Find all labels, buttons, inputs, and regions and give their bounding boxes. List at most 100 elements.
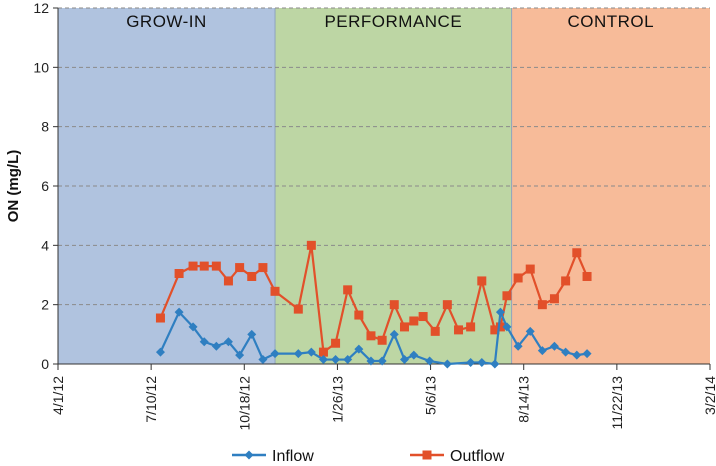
outflow-point-21 [418, 312, 428, 322]
inflow-point-22 [442, 359, 452, 369]
legend-label-0: Inflow [272, 448, 314, 465]
inflow-point-14 [343, 355, 353, 365]
inflow-point-3 [199, 337, 209, 347]
phase-labels: GROW-IN PERFORMANCE CONTROL [126, 12, 654, 31]
outflow-point-35 [572, 248, 582, 258]
inflow-point-10 [293, 349, 303, 359]
x-tick-label-6: 11/22/13 [609, 376, 625, 430]
outflow-point-5 [223, 276, 233, 286]
legend: Inflow Outflow [232, 448, 505, 465]
x-tick-label-4: 5/6/13 [423, 376, 439, 415]
inflow-point-28 [513, 341, 523, 351]
y-tick-label-3: 6 [41, 178, 49, 194]
y-tick-label-6: 12 [33, 0, 49, 16]
y-tick-label-5: 10 [33, 59, 49, 75]
axes: 0 2 4 6 8 10 12 4/1/12 7/10/12 10/18/12 1/26/13 5/6… [33, 0, 716, 431]
outflow-point-36 [582, 271, 592, 281]
phase-label-2: CONTROL [567, 12, 654, 31]
outflow-point-11 [306, 240, 316, 250]
inflow-point-29 [525, 326, 535, 336]
y-tick-label-2: 4 [41, 237, 49, 253]
inflow-point-11 [306, 347, 316, 357]
inflow-point-6 [235, 350, 245, 360]
y-tick-label-1: 2 [41, 297, 49, 313]
inflow-point-30 [537, 346, 547, 356]
outflow-point-31 [525, 264, 535, 274]
outflow-point-6 [235, 263, 245, 273]
inflow-point-0 [155, 347, 165, 357]
y-tick-label-0: 0 [41, 356, 49, 372]
inflow-point-12 [318, 355, 328, 365]
inflow-point-20 [409, 350, 419, 360]
outflow-point-15 [354, 310, 364, 320]
outflow-point-27 [490, 325, 500, 335]
outflow-point-20 [409, 316, 419, 326]
inflow-point-2 [188, 322, 198, 332]
inflow-point-5 [223, 337, 233, 347]
inflow-point-24 [477, 358, 487, 368]
inflow-point-7 [247, 329, 257, 339]
inflow-point-19 [399, 355, 409, 365]
outflow-point-30 [513, 273, 523, 283]
inflow-point-34 [582, 349, 592, 359]
outflow-point-26 [477, 276, 487, 286]
x-tick-label-1: 7/10/12 [143, 376, 159, 423]
outflow-point-24 [454, 325, 464, 335]
y-tick-label-4: 8 [41, 119, 49, 135]
legend-marker-1 [422, 450, 432, 460]
outflow-point-17 [377, 335, 387, 345]
x-tick-label-2: 10/18/12 [236, 376, 252, 431]
outflow-point-32 [537, 300, 547, 310]
x-tick-label-0: 4/1/12 [50, 376, 66, 415]
series-inflow [155, 307, 592, 369]
outflow-point-29 [502, 291, 512, 301]
inflow-point-18 [389, 329, 399, 339]
outflow-point-16 [366, 331, 376, 341]
outflow-point-19 [399, 322, 409, 332]
data-series [155, 240, 592, 369]
inflow-point-31 [549, 341, 559, 351]
legend-label-1: Outflow [450, 448, 505, 465]
outflow-point-14 [343, 285, 353, 295]
outflow-point-33 [549, 294, 559, 304]
series-outflow [155, 240, 592, 357]
outflow-point-3 [199, 261, 209, 271]
inflow-point-25 [490, 359, 500, 369]
inflow-point-13 [331, 355, 341, 365]
outflow-point-8 [258, 263, 268, 273]
inflow-point-15 [354, 344, 364, 354]
outflow-point-4 [211, 261, 221, 271]
phase-label-0: GROW-IN [126, 12, 207, 31]
outflow-point-28 [495, 322, 505, 332]
x-tick-label-3: 1/26/13 [329, 376, 345, 423]
y-axis-label: ON (mg/L) [5, 150, 22, 223]
outflow-point-2 [188, 261, 198, 271]
outflow-point-9 [270, 286, 280, 296]
inflow-point-23 [466, 358, 476, 368]
outflow-point-7 [247, 271, 257, 281]
outflow-point-13 [331, 338, 341, 348]
phase-label-1: PERFORMANCE [324, 12, 462, 31]
outflow-point-1 [174, 269, 184, 279]
inflow-point-1 [174, 307, 184, 317]
inflow-point-16 [366, 356, 376, 366]
inflow-point-27 [502, 322, 512, 332]
outflow-point-0 [155, 313, 165, 323]
inflow-point-4 [211, 341, 221, 351]
inflow-point-17 [377, 356, 387, 366]
outflow-point-18 [389, 300, 399, 310]
outflow-point-22 [430, 326, 440, 336]
inflow-point-26 [495, 307, 505, 317]
outflow-point-34 [561, 276, 571, 286]
inflow-point-32 [561, 347, 571, 357]
x-tick-label-7: 3/2/14 [702, 376, 716, 415]
inflow-point-21 [425, 356, 435, 366]
inflow-point-33 [572, 350, 582, 360]
inflow-point-8 [258, 355, 268, 365]
inflow-point-9 [270, 349, 280, 359]
outflow-point-23 [442, 300, 452, 310]
outflow-point-12 [318, 347, 328, 357]
outflow-point-25 [466, 322, 476, 332]
legend-marker-0 [244, 450, 254, 460]
